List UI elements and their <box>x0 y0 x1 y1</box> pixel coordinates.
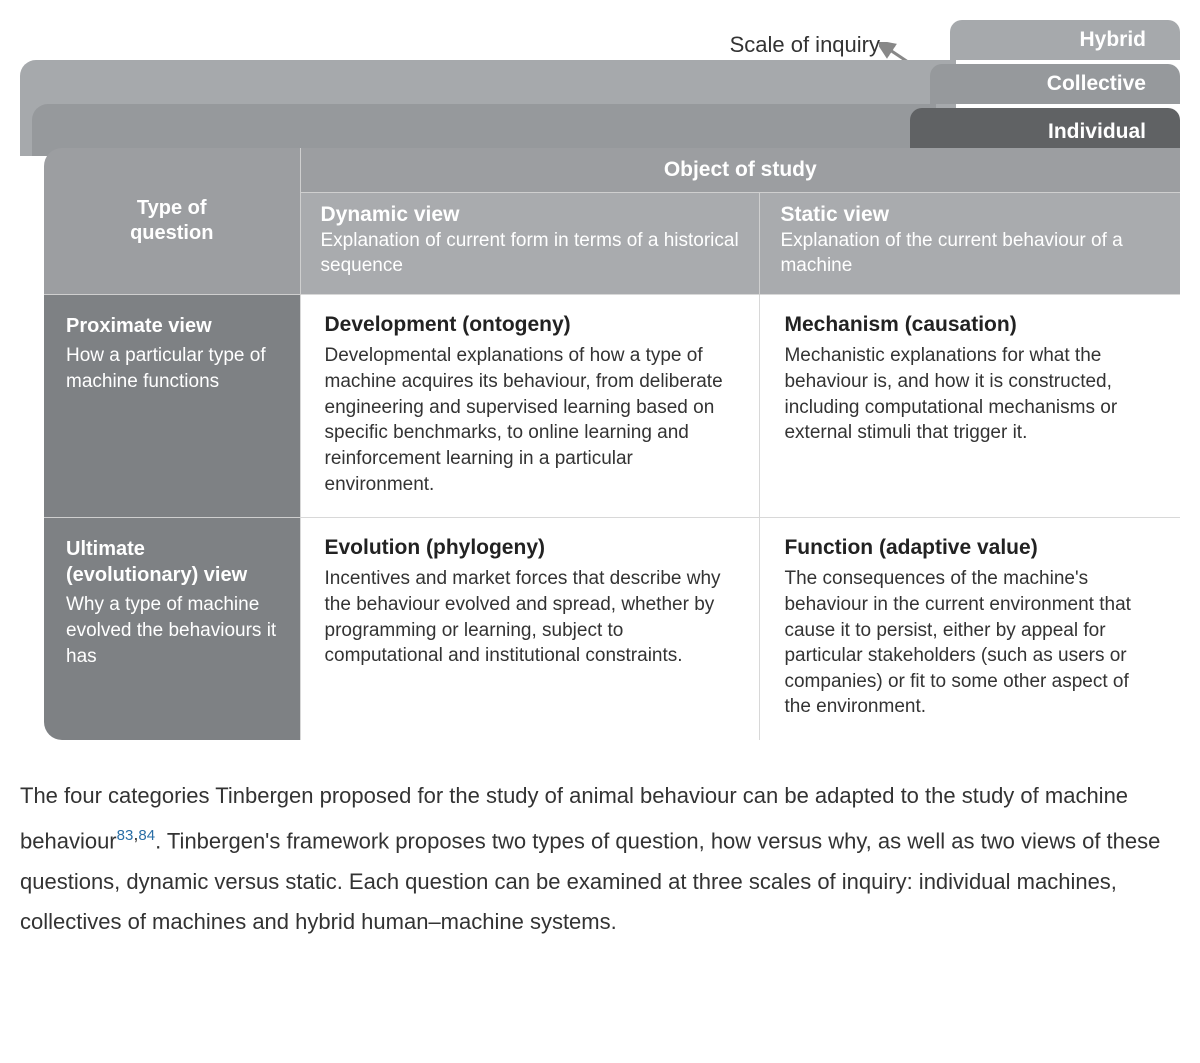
static-view-title: Static view <box>780 203 1160 227</box>
proximate-title: Proximate view <box>66 313 282 339</box>
tab-collective: Collective <box>930 64 1180 104</box>
cell-development: Development (ontogeny) Developmental exp… <box>300 295 760 518</box>
cell-evolution: Evolution (phylogeny) Incentives and mar… <box>300 518 760 740</box>
static-view-subtitle: Explanation of the current behaviour of … <box>780 229 1160 278</box>
corner-line1: Type of <box>45 196 299 221</box>
tab-hybrid: Hybrid <box>950 20 1180 60</box>
figure-caption: The four categories Tinbergen proposed f… <box>20 776 1170 943</box>
cell-mechanism: Mechanism (causation) Mechanistic explan… <box>760 295 1180 518</box>
dynamic-view-header: Dynamic view Explanation of current form… <box>300 193 760 295</box>
static-view-header: Static view Explanation of the current b… <box>760 193 1180 295</box>
ultimate-title: Ultimate (evolutionary) view <box>66 536 282 588</box>
tinbergen-table: Type of question Object of study Dynamic… <box>44 148 1180 740</box>
mechanism-text: Mechanistic explanations for what the be… <box>784 343 1156 446</box>
evolution-text: Incentives and market forces that descri… <box>325 566 736 669</box>
citation-link-83[interactable]: 83 <box>117 827 134 844</box>
proximate-view-header: Proximate view How a particular type of … <box>44 295 300 518</box>
function-text: The consequences of the machine's behavi… <box>784 566 1156 720</box>
mechanism-title: Mechanism (causation) <box>784 313 1156 337</box>
figure: Scale of inquiry Hybrid Collective Indiv… <box>20 20 1180 740</box>
development-title: Development (ontogeny) <box>325 313 736 337</box>
dynamic-view-title: Dynamic view <box>321 203 740 227</box>
development-text: Developmental explanations of how a type… <box>325 343 736 497</box>
cell-function: Function (adaptive value) The consequenc… <box>760 518 1180 740</box>
ultimate-view-header: Ultimate (evolutionary) view Why a type … <box>44 518 300 740</box>
function-title: Function (adaptive value) <box>784 536 1156 560</box>
caption-part2: . Tinbergen's framework proposes two typ… <box>20 828 1160 934</box>
corner-line2: question <box>45 221 299 246</box>
citation-link-84[interactable]: 84 <box>138 827 155 844</box>
evolution-title: Evolution (phylogeny) <box>325 536 736 560</box>
object-of-study-header: Object of study <box>300 148 1180 193</box>
proximate-subtitle: How a particular type of machine functio… <box>66 343 282 394</box>
ultimate-subtitle: Why a type of machine evolved the behavi… <box>66 592 282 669</box>
scale-tabs: Hybrid Collective Individual <box>20 20 1180 156</box>
dynamic-view-subtitle: Explanation of current form in terms of … <box>321 229 740 278</box>
type-of-question-header: Type of question <box>44 148 300 295</box>
